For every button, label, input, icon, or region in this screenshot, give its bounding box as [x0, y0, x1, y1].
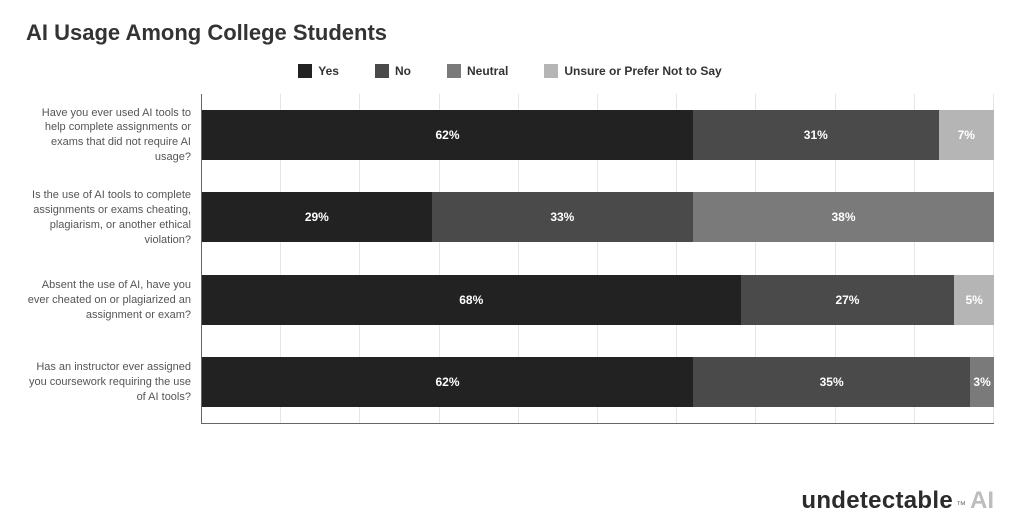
stacked-bar: 68%27%5% [202, 275, 994, 325]
bar-segment: 5% [954, 275, 994, 325]
brand-suffix: AI [970, 487, 994, 515]
legend-item: Unsure or Prefer Not to Say [544, 64, 721, 78]
stacked-bar: 62%35%3% [202, 357, 994, 407]
bar-segment: 7% [939, 110, 994, 160]
bar-row: 62%31%7% [202, 94, 994, 176]
legend-swatch [298, 64, 312, 78]
bar-segment: 27% [741, 275, 955, 325]
legend-label: Neutral [467, 64, 508, 78]
y-axis-labels: Have you ever used AI tools to help comp… [26, 94, 201, 424]
legend-swatch [375, 64, 389, 78]
bar-segment: 33% [432, 192, 693, 242]
stacked-bar: 62%31%7% [202, 110, 994, 160]
bar-row: 62%35%3% [202, 341, 994, 423]
bar-segment: 68% [202, 275, 741, 325]
bar-segment: 3% [970, 357, 994, 407]
trademark-symbol: ™ [956, 500, 966, 511]
bar-segment: 62% [202, 357, 693, 407]
bar-segment: 31% [693, 110, 939, 160]
question-label: Have you ever used AI tools to help comp… [26, 94, 201, 177]
chart: Have you ever used AI tools to help comp… [26, 94, 994, 424]
plot-area: 62%31%7%29%33%38%68%27%5%62%35%3% [201, 94, 994, 424]
brand-footer: undetectable ™ AI [801, 487, 994, 515]
legend-swatch [447, 64, 461, 78]
bar-segment: 29% [202, 192, 432, 242]
legend-item: Yes [298, 64, 339, 78]
bar-row: 68%27%5% [202, 259, 994, 341]
legend-label: Unsure or Prefer Not to Say [564, 64, 721, 78]
brand-name: undetectable [801, 487, 953, 515]
stacked-bar: 29%33%38% [202, 192, 994, 242]
bar-segment: 38% [693, 192, 994, 242]
bar-segment: 62% [202, 110, 693, 160]
question-label: Has an instructor ever assigned you cour… [26, 342, 201, 425]
chart-title: AI Usage Among College Students [26, 20, 994, 46]
question-label: Is the use of AI tools to complete assig… [26, 177, 201, 260]
legend-item: Neutral [447, 64, 508, 78]
legend-item: No [375, 64, 411, 78]
legend-label: No [395, 64, 411, 78]
bar-segment: 35% [693, 357, 970, 407]
legend: Yes No Neutral Unsure or Prefer Not to Say [26, 64, 994, 78]
bar-row: 29%33%38% [202, 176, 994, 258]
bar-rows: 62%31%7%29%33%38%68%27%5%62%35%3% [202, 94, 994, 423]
legend-swatch [544, 64, 558, 78]
question-label: Absent the use of AI, have you ever chea… [26, 259, 201, 342]
legend-label: Yes [318, 64, 339, 78]
